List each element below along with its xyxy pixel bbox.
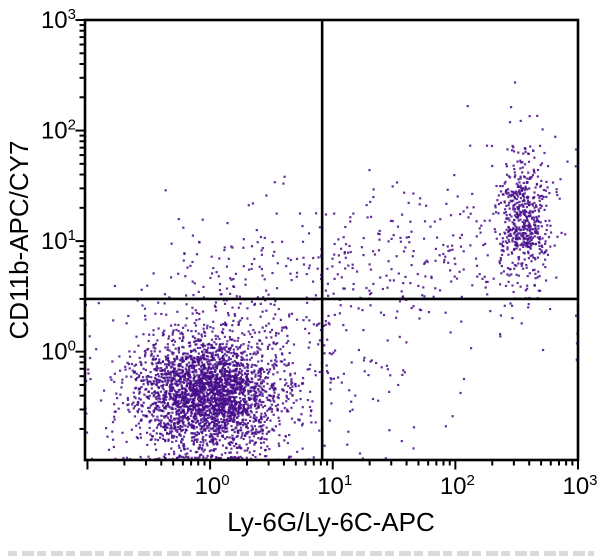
svg-text:102: 102 [440, 472, 475, 500]
svg-text:103: 103 [562, 472, 597, 500]
svg-text:103: 103 [41, 6, 76, 34]
scatter-dots [84, 81, 579, 462]
plot-border [83, 18, 580, 462]
y-axis-tick-labels: 100 101 102 103 [41, 6, 76, 366]
y-axis-title: CD11b-APC/CY7 [4, 141, 34, 340]
x-axis-tick-labels: 100 101 102 103 [195, 472, 598, 500]
x-axis-title: Ly-6G/Ly-6C-APC [227, 507, 435, 537]
y-axis-ticks [75, 19, 85, 430]
svg-text:101: 101 [317, 472, 352, 500]
cropped-caption-text-tops [8, 551, 594, 556]
x-axis-ticks [86, 460, 579, 470]
svg-text:100: 100 [195, 472, 230, 500]
svg-text:102: 102 [41, 117, 76, 145]
svg-text:100: 100 [41, 338, 76, 366]
svg-text:101: 101 [41, 227, 76, 255]
